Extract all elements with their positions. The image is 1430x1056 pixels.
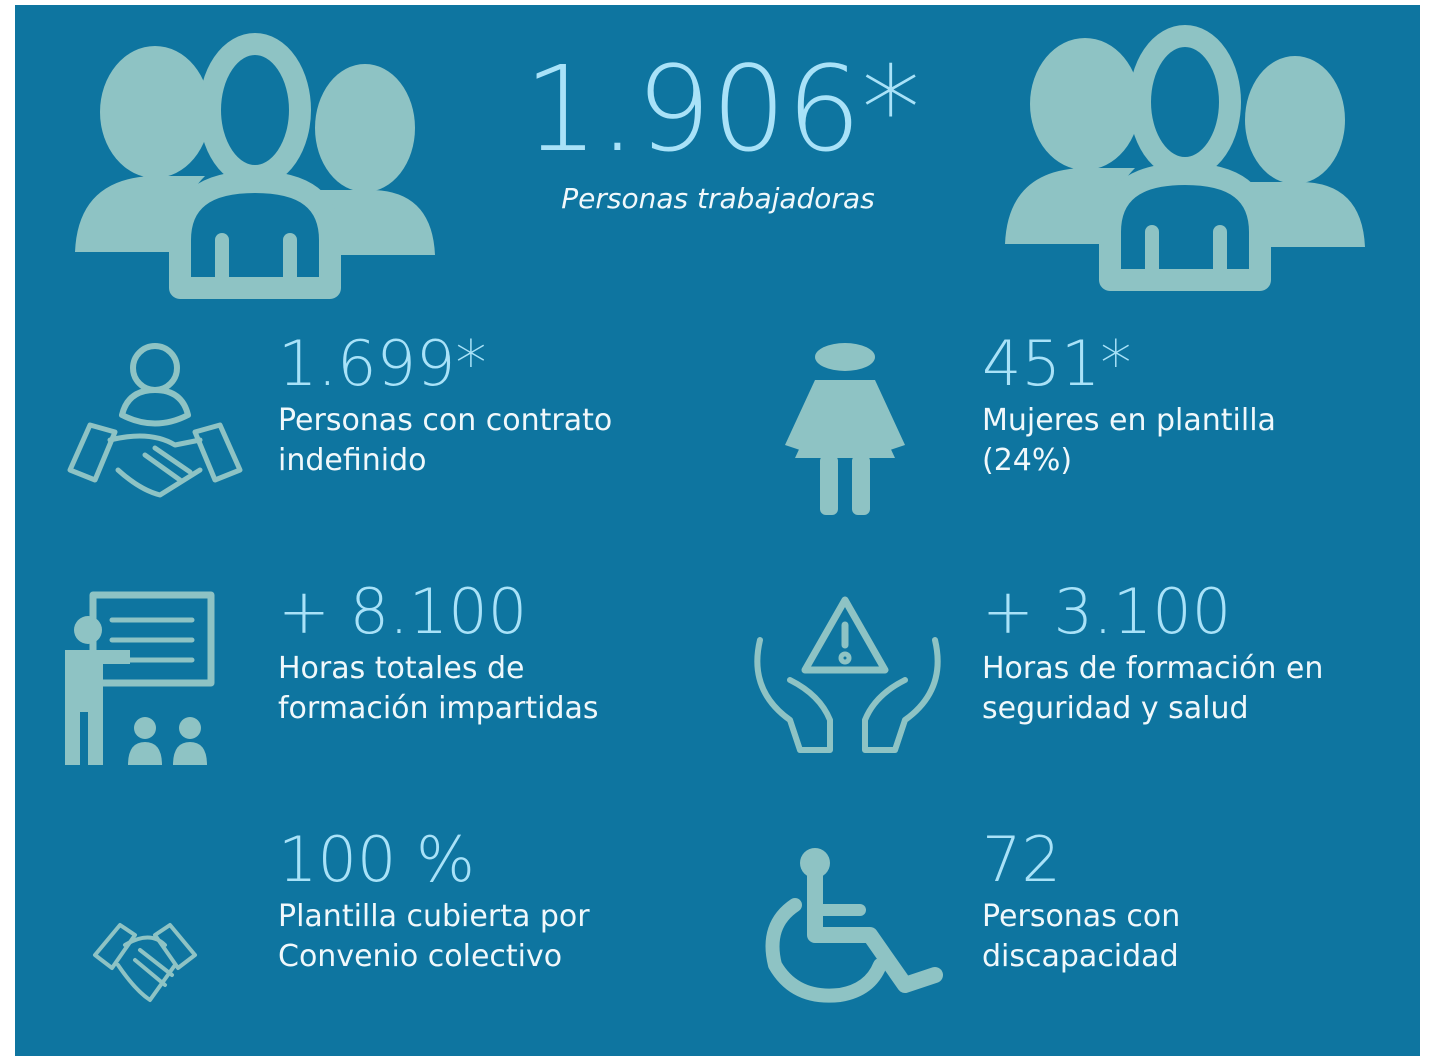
stat-label: discapacidad (982, 939, 1179, 974)
stat-label: Horas totales de (278, 651, 525, 686)
stat-label: indefinido (278, 443, 427, 478)
stat-label: Plantilla cubierta por (278, 899, 590, 934)
handshake-icon (93, 923, 197, 1002)
stat-label: (24%) (982, 443, 1072, 478)
safety-hands-icon (754, 596, 941, 753)
headline-value: 1.906* (524, 40, 921, 178)
stats: 1.699*Personas con contrato indefinido 451… (278, 327, 1323, 974)
handshake-person-icon (67, 343, 243, 498)
stat-label: formación impartidas (278, 691, 599, 726)
stat-value: 451* (982, 327, 1131, 400)
training-icon (65, 591, 215, 765)
woman-icon (785, 343, 905, 515)
wheelchair-icon (765, 848, 943, 1003)
headline-label: Personas trabajadoras (561, 182, 874, 215)
stat-label: Horas de formación en (982, 651, 1323, 686)
stat-value: 72 (982, 823, 1061, 896)
stat-value: + 3.100 (982, 575, 1231, 648)
stat-label: Convenio colectivo (278, 939, 562, 974)
stat-value: + 8.100 (278, 575, 527, 648)
stat-label: Personas con contrato (278, 403, 612, 438)
stat-value: 1.699* (278, 327, 487, 400)
stat-value: 100 % (278, 823, 475, 896)
stat-label: Personas con (982, 899, 1180, 934)
stat-label: seguridad y salud (982, 691, 1249, 726)
stat-label: Mujeres en plantilla (982, 403, 1276, 438)
